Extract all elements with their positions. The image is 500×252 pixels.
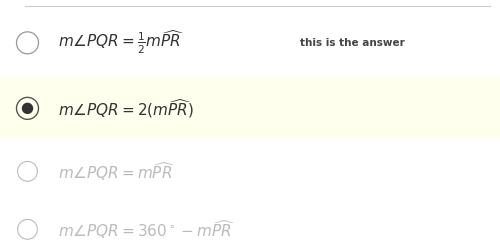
Text: $m\angle PQR = 360^\circ - m\widehat{PR}$: $m\angle PQR = 360^\circ - m\widehat{PR}… [58,218,234,241]
FancyBboxPatch shape [0,77,500,140]
Text: $m\angle PQR = m\widehat{PR}$: $m\angle PQR = m\widehat{PR}$ [58,160,175,183]
Text: $m\angle PQR = \frac{1}{2}m\widehat{PR}$: $m\angle PQR = \frac{1}{2}m\widehat{PR}$ [58,29,184,56]
Text: $m\angle PQR = 2(m\widehat{PR})$: $m\angle PQR = 2(m\widehat{PR})$ [58,97,194,120]
Ellipse shape [22,103,32,113]
Text: this is the answer: this is the answer [300,38,405,48]
